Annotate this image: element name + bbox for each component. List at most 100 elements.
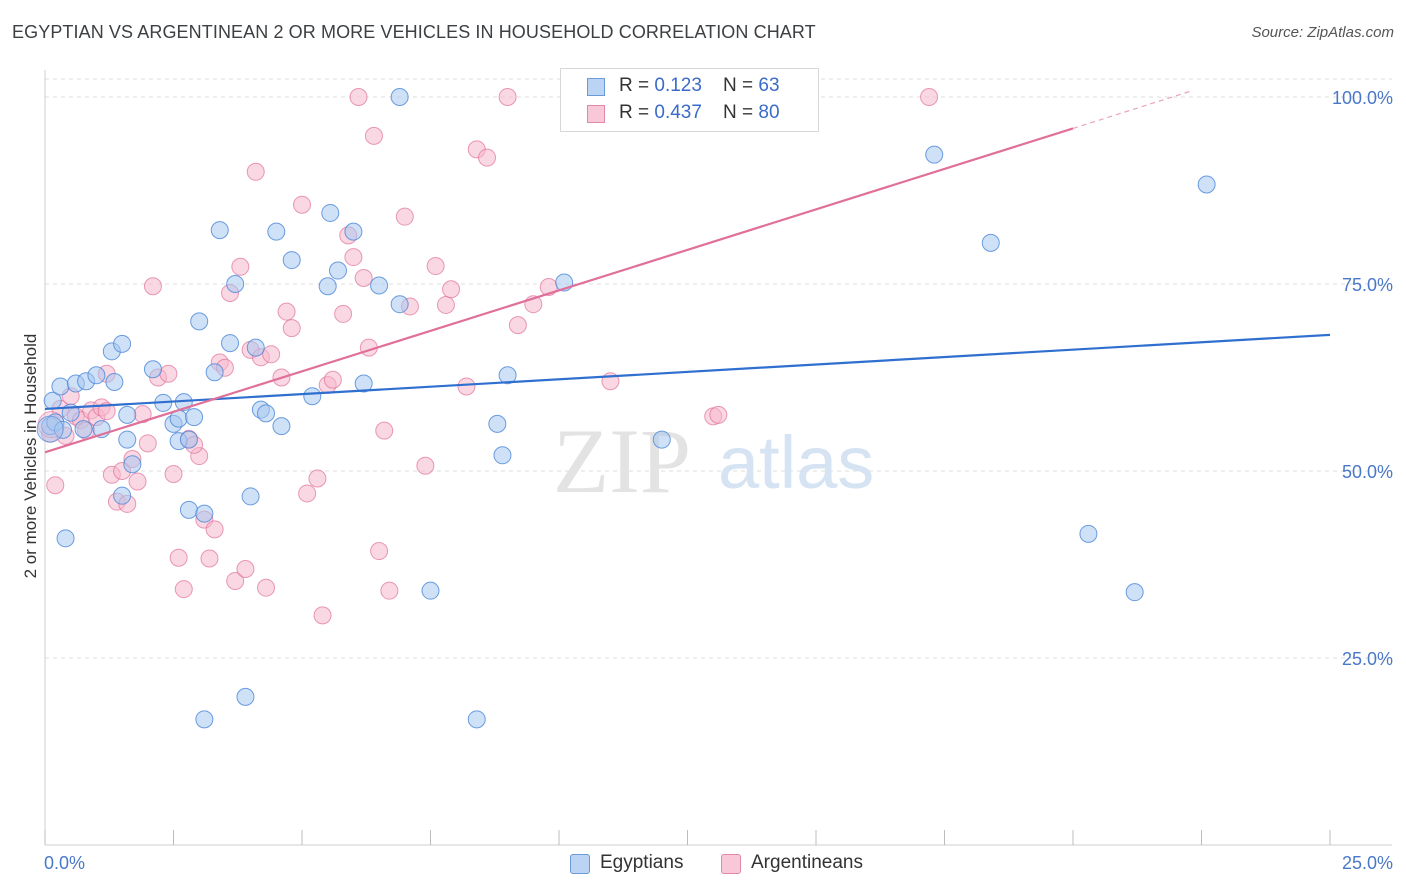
argentineans-point (226, 571, 245, 590)
argentineans-point (498, 88, 517, 106)
argentineans-legend-swatch (721, 854, 741, 874)
egyptians-point (303, 387, 322, 406)
chart-title: EGYPTIAN VS ARGENTINEAN 2 OR MORE VEHICL… (12, 22, 816, 42)
egyptians-point (652, 430, 671, 449)
y-tick-labels: 100.0% 75.0% 50.0% 25.0% (1332, 88, 1393, 669)
argentineans-point (354, 269, 373, 288)
egyptians-point (498, 366, 517, 385)
egyptians-point (257, 404, 276, 423)
egyptians-point (241, 487, 260, 506)
egyptians-point (195, 710, 214, 729)
egyptians-point (318, 277, 337, 296)
argentineans-point (257, 578, 276, 597)
series-legend: Egyptians Argentineans (0, 852, 1406, 878)
argentineans-point (478, 148, 497, 167)
x-tick-label: 25.0% (1342, 853, 1393, 873)
y-tick-label: 25.0% (1342, 649, 1393, 669)
egyptians-point (205, 363, 224, 382)
argentineans-point (246, 162, 265, 181)
argentineans-trend-line (44, 127, 1074, 454)
watermark: ZIP atlas (553, 410, 874, 512)
argentineans-point (349, 88, 368, 106)
y-tick-label: 75.0% (1342, 275, 1393, 295)
argentineans-point (375, 421, 394, 440)
egyptians-point (390, 295, 409, 314)
egyptians-point (113, 334, 132, 353)
egyptians-point (390, 88, 409, 106)
egyptians-point (123, 455, 142, 474)
egyptians-point (925, 145, 944, 164)
argentineans-point (457, 377, 476, 396)
egyptians-point (56, 529, 75, 548)
argentineans-point (164, 464, 183, 483)
argentineans-point (344, 248, 363, 267)
egyptians-point (282, 251, 301, 270)
egyptians-point (493, 446, 512, 465)
watermark-atlas: atlas (718, 421, 874, 504)
n-value: 80 (758, 102, 780, 123)
y-axis-label: 2 or more Vehicles in Household (21, 334, 40, 579)
egyptians-point (179, 430, 198, 449)
argentineans-trend-extension (1072, 90, 1192, 129)
argentineans-point (143, 277, 162, 296)
egyptians-legend-swatch (570, 854, 590, 874)
argentineans-point (174, 580, 193, 599)
argentineans-point (200, 549, 219, 568)
argentineans-point (231, 257, 250, 276)
x-tick-labels: 0.0% 25.0% (44, 853, 1393, 873)
argentineans-swatch (587, 105, 605, 123)
egyptians-point (105, 372, 124, 391)
argentineans-point (236, 559, 255, 578)
egyptians-point (118, 430, 137, 449)
argentineans-point (508, 316, 527, 335)
argentineans-point (436, 295, 455, 314)
argentineans-point (262, 345, 281, 364)
argentineans-point (442, 280, 461, 299)
axes (44, 70, 1392, 846)
egyptians-point (488, 414, 507, 433)
argentineans-point (920, 88, 939, 106)
stats-legend: R = 0.123 N = 63 R = 0.437 N = 80 (560, 68, 819, 132)
r-value: 0.123 (654, 75, 702, 96)
legend-label-egyptians: Egyptians (600, 852, 684, 873)
argentineans-point (380, 581, 399, 600)
legend-label-argentineans: Argentineans (751, 852, 863, 873)
egyptians-point (195, 504, 214, 523)
argentineans-point (709, 405, 728, 424)
argentineans-point (128, 472, 147, 491)
egyptians-point (236, 687, 255, 706)
egyptians-point-large (36, 415, 64, 443)
egyptians-point (1197, 175, 1216, 194)
argentineans-point (46, 476, 65, 495)
egyptians-point (226, 275, 245, 293)
egyptians-point (74, 420, 93, 439)
r-value: 0.437 (654, 102, 702, 123)
argentineans-point (282, 319, 301, 338)
egyptians-point (51, 377, 70, 396)
egyptians-point (328, 261, 347, 280)
argentineans-point (364, 126, 383, 145)
argentineans-point (308, 469, 327, 488)
watermark-zip: ZIP (553, 410, 691, 512)
argentineans-point (426, 257, 445, 276)
egyptians-point (370, 276, 389, 295)
n-label: N = (723, 102, 759, 123)
argentineans-point (205, 520, 224, 539)
egyptians-point (344, 222, 363, 241)
egyptians-point (981, 233, 1000, 252)
source-label: Source: ZipAtlas.com (1251, 24, 1394, 41)
y-tick-label: 50.0% (1342, 462, 1393, 482)
argentineans-point (334, 304, 353, 323)
egyptians-point (1125, 583, 1144, 602)
egyptians-points (36, 88, 1216, 729)
n-value: 63 (758, 75, 780, 96)
egyptians-point (185, 408, 204, 427)
x-tick-label: 0.0% (44, 853, 85, 873)
egyptians-point (354, 374, 373, 393)
egyptians-point (210, 221, 229, 240)
r-label: R = (619, 75, 655, 96)
argentineans-point (169, 548, 188, 567)
argentineans-points (37, 88, 939, 625)
r-label: R = (619, 102, 655, 123)
